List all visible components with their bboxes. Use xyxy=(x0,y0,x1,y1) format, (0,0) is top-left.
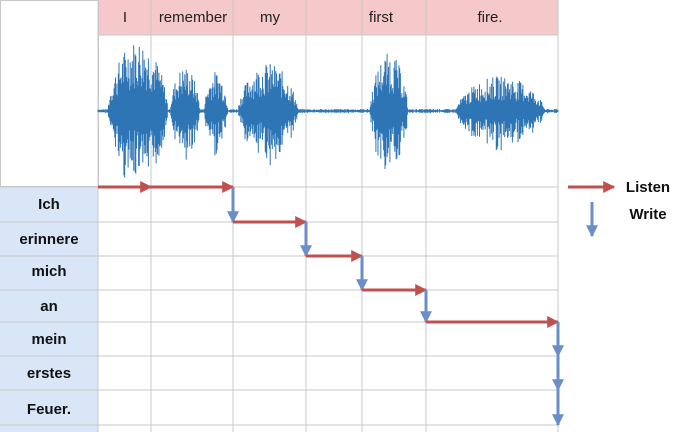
source-word: my xyxy=(260,9,280,26)
source-word: remember xyxy=(159,9,227,26)
source-word: fire. xyxy=(477,9,502,26)
source-word: first xyxy=(369,9,394,26)
legend-write: Write xyxy=(629,206,666,223)
arrows xyxy=(98,181,564,427)
target-word: mich xyxy=(31,263,66,280)
corner-cell xyxy=(0,0,99,187)
target-word: erinnere xyxy=(19,231,78,248)
target-word: an xyxy=(40,298,58,315)
source-word: I xyxy=(123,9,127,26)
target-word: erstes xyxy=(27,365,71,382)
target-word: Feuer. xyxy=(27,401,71,418)
legend-listen: Listen xyxy=(626,179,670,196)
target-word: mein xyxy=(31,331,66,348)
row-band xyxy=(0,187,98,432)
header-band xyxy=(98,0,558,35)
target-word: Ich xyxy=(38,196,60,213)
waveform xyxy=(97,45,559,178)
